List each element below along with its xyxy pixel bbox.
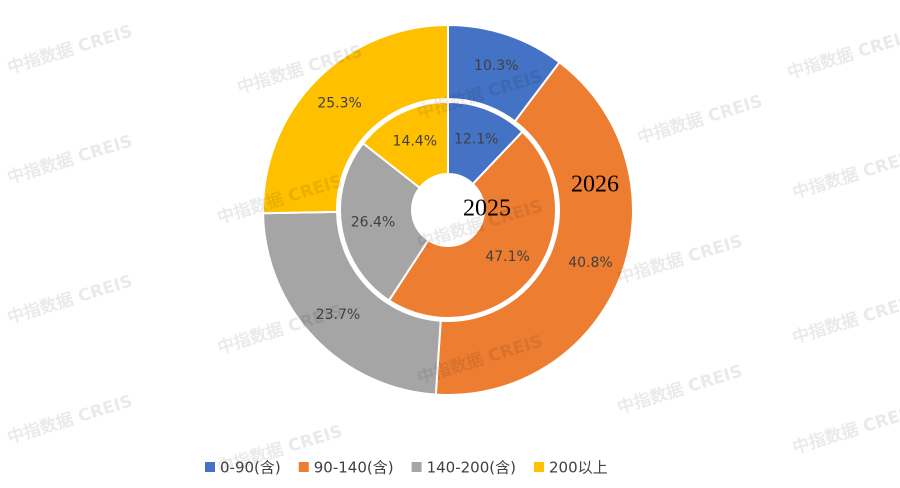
- watermark: 中指数据 CREIS: [5, 271, 135, 329]
- legend-label: 90-140(含): [314, 459, 394, 477]
- donut-slice: [262, 23, 449, 215]
- legend-swatch: [298, 462, 309, 472]
- value-label: 47.1%: [485, 249, 529, 265]
- legend-label: 0-90(含): [220, 459, 281, 477]
- value-label: 25.3%: [317, 95, 361, 111]
- legend-swatch: [533, 462, 544, 472]
- watermark: 中指数据 CREIS: [615, 361, 745, 419]
- series-label: 2025: [463, 196, 511, 222]
- rings: [262, 23, 634, 396]
- legend-label: 140-200(含): [427, 459, 516, 477]
- legend-label: 200以上: [549, 459, 608, 477]
- donut-slice: [361, 100, 449, 190]
- watermark: 中指数据 CREIS: [790, 401, 900, 459]
- donut-slice: [387, 130, 557, 319]
- value-label: 26.4%: [351, 214, 395, 230]
- donut-slice: [262, 210, 442, 396]
- series-label: 2026: [571, 172, 619, 198]
- value-label: 40.8%: [568, 255, 612, 271]
- watermark: 中指数据 CREIS: [635, 91, 765, 149]
- legend-swatch: [411, 462, 422, 472]
- donut-slice: [339, 141, 430, 302]
- watermark: 中指数据 CREIS: [785, 26, 900, 84]
- legend-swatch: [205, 462, 215, 472]
- value-label: 12.1%: [454, 131, 498, 147]
- value-label: 14.4%: [393, 134, 437, 150]
- value-label: 23.7%: [316, 307, 360, 323]
- watermark: 中指数据 CREIS: [615, 231, 745, 289]
- value-label: 10.3%: [474, 58, 518, 74]
- watermark: 中指数据 CREIS: [790, 146, 900, 204]
- watermark: 中指数据 CREIS: [5, 21, 135, 79]
- donut-slice: [434, 60, 634, 396]
- watermark: 中指数据 CREIS: [5, 131, 135, 189]
- watermark: 中指数据 CREIS: [5, 391, 135, 449]
- watermark: 中指数据 CREIS: [790, 291, 900, 349]
